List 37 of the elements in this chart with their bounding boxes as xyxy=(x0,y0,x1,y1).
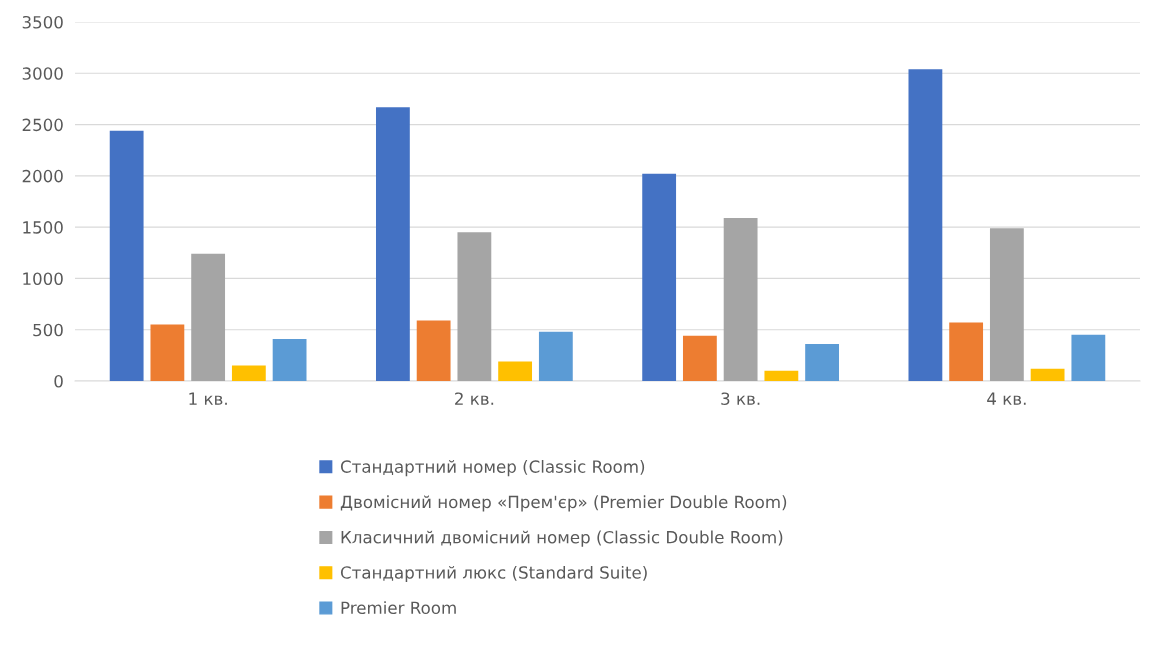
bar xyxy=(498,361,533,381)
y-tick-label: 1000 xyxy=(23,272,63,285)
bar xyxy=(949,322,984,381)
y-tick-label: 2000 xyxy=(22,169,63,183)
bar xyxy=(642,173,677,381)
legend-label: Premier Room xyxy=(341,601,456,615)
x-tick-label: 4 кв. xyxy=(987,392,1026,405)
y-tick-label: 2500 xyxy=(22,118,63,132)
x-tick-label: 3 кв. xyxy=(721,392,760,406)
legend-label: Класичний двомісний номер (Classic Double Room) xyxy=(341,530,783,547)
x-tick-label: 2 кв. xyxy=(455,392,494,405)
x-tick-label: 1 кв. xyxy=(189,392,227,405)
bar xyxy=(109,130,144,381)
y-tick-label: 500 xyxy=(33,323,63,337)
bar xyxy=(723,217,758,381)
bar xyxy=(376,107,410,381)
legend-label: Двомісний номер «Прем'єр» (Premier Double Room) xyxy=(340,495,787,512)
bar xyxy=(457,232,492,381)
legend-label: Стандартний номер (Classic Room) xyxy=(340,460,645,477)
y-tick-label: 1500 xyxy=(23,221,63,234)
bar xyxy=(764,370,799,381)
y-tick-label: 0 xyxy=(54,374,63,388)
bar xyxy=(538,331,573,381)
bar xyxy=(191,253,226,381)
bar xyxy=(150,324,185,381)
bar xyxy=(231,365,266,381)
y-tick-label: 3500 xyxy=(22,15,63,29)
bar xyxy=(1071,334,1106,381)
y-tick-label: 3000 xyxy=(22,67,63,80)
bar xyxy=(272,338,307,381)
bar xyxy=(805,344,839,381)
bar xyxy=(989,228,1024,381)
legend-label: Стандартний люкс (Standard Suite) xyxy=(340,565,647,583)
bar xyxy=(1030,368,1065,381)
bar xyxy=(908,69,943,381)
bar xyxy=(416,320,451,381)
bar xyxy=(682,335,717,381)
